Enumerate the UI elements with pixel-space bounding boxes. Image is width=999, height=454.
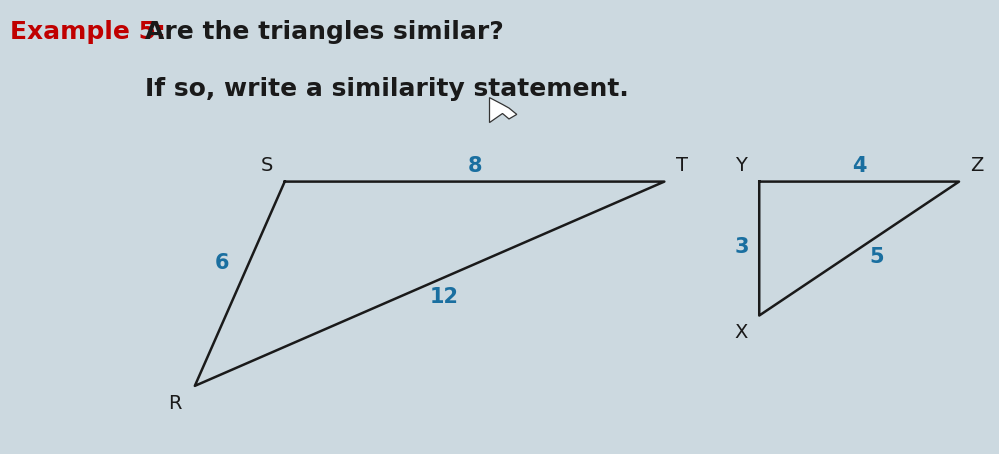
- Text: Example 5:: Example 5:: [10, 20, 166, 44]
- Text: 4: 4: [852, 156, 866, 176]
- Text: 3: 3: [735, 237, 749, 257]
- Text: R: R: [168, 394, 182, 413]
- Text: 5: 5: [870, 247, 884, 266]
- Text: 6: 6: [215, 253, 229, 273]
- Text: Are the triangles similar?: Are the triangles similar?: [145, 20, 503, 44]
- Text: Z: Z: [970, 156, 984, 175]
- Text: If so, write a similarity statement.: If so, write a similarity statement.: [145, 77, 628, 101]
- Text: X: X: [734, 323, 748, 342]
- Text: Y: Y: [735, 156, 747, 175]
- Text: 12: 12: [430, 287, 460, 307]
- Polygon shape: [490, 98, 516, 123]
- Text: T: T: [676, 156, 688, 175]
- Text: S: S: [261, 156, 273, 175]
- Text: 8: 8: [468, 156, 482, 176]
